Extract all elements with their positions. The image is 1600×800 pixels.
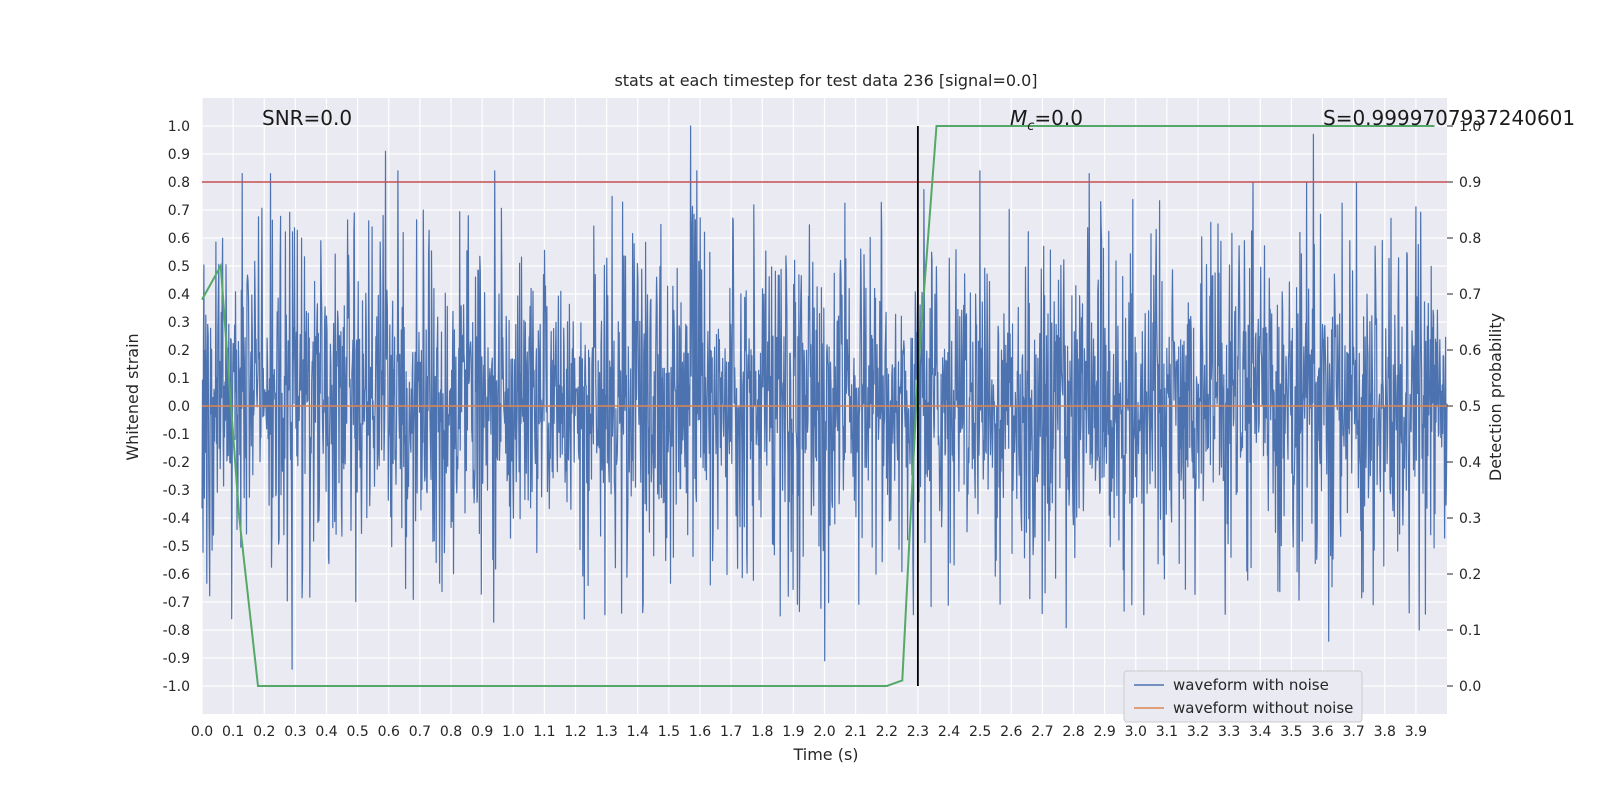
y-tick-label: -0.8	[163, 623, 190, 639]
x-tick-label: 0.9	[471, 724, 493, 740]
y-tick-label: 0.8	[168, 175, 190, 191]
x-tick-label: 3.9	[1405, 724, 1427, 740]
x-tick-label: 2.2	[876, 724, 898, 740]
x-tick-label: 2.1	[844, 724, 866, 740]
x-tick-label: 0.1	[222, 724, 244, 740]
x-tick-label: 3.6	[1311, 724, 1333, 740]
axis-ticks: 0.0 0.1 0.2 0.3 0.4 0.5 0.6 0.7 0.8 0.9 1.0 1.1 1.2 1…	[163, 119, 1482, 740]
y-tick-label: -0.9	[163, 651, 190, 667]
x-tick-label: 2.3	[907, 724, 929, 740]
x-tick-label: 1.9	[782, 724, 804, 740]
y-tick-label: -0.7	[163, 595, 190, 611]
x-tick-label: 3.5	[1280, 724, 1302, 740]
y2-tick-label: 0.6	[1459, 343, 1481, 359]
x-tick-label: 0.6	[378, 724, 400, 740]
y2-axis-label: Detection probability	[1486, 313, 1505, 481]
x-tick-label: 3.2	[1187, 724, 1209, 740]
x-tick-label: 0.7	[409, 724, 431, 740]
y-tick-label: 0.5	[168, 259, 190, 275]
y2-tick-label: 0.7	[1459, 287, 1481, 303]
x-tick-label: 2.7	[1031, 724, 1053, 740]
x-tick-label: 0.5	[346, 724, 368, 740]
x-tick-label: 3.0	[1125, 724, 1147, 740]
y2-tick-label: 1.0	[1459, 119, 1481, 135]
y-tick-label: 0.9	[168, 147, 190, 163]
y-tick-label: 0.1	[168, 371, 190, 387]
y-tick-label: -0.3	[163, 483, 190, 499]
y-tick-label: -0.4	[163, 511, 190, 527]
y2-tick-label: 0.4	[1459, 455, 1481, 471]
y-tick-label: 0.4	[168, 287, 190, 303]
y2-tick-label: 0.5	[1459, 399, 1481, 415]
x-tick-label: 0.0	[191, 724, 213, 740]
x-tick-label: 1.8	[751, 724, 773, 740]
x-tick-label: 3.1	[1156, 724, 1178, 740]
x-tick-label: 2.6	[1000, 724, 1022, 740]
detection-probability-line	[201, 125, 1435, 687]
x-tick-label: 1.2	[564, 724, 586, 740]
y-tick-label: -0.5	[163, 539, 190, 555]
y2-tick-label: 0.2	[1459, 567, 1481, 583]
x-tick-label: 1.3	[595, 724, 617, 740]
y2-tick-label: 0.9	[1459, 175, 1481, 191]
y-tick-label: 0.6	[168, 231, 190, 247]
x-tick-label: 2.9	[1093, 724, 1115, 740]
y-tick-label: 0.0	[168, 399, 190, 415]
x-tick-label: 3.8	[1374, 724, 1396, 740]
legend-label-clean: waveform without noise	[1173, 699, 1353, 717]
x-tick-label: 3.3	[1218, 724, 1240, 740]
x-tick-label: 0.3	[284, 724, 306, 740]
y-tick-label: -1.0	[163, 679, 190, 695]
x-tick-label: 1.1	[533, 724, 555, 740]
x-tick-label: 2.8	[1062, 724, 1084, 740]
x-tick-label: 1.4	[627, 724, 649, 740]
y-tick-label: 0.2	[168, 343, 190, 359]
x-tick-label: 1.0	[502, 724, 524, 740]
x-tick-label: 0.4	[315, 724, 337, 740]
y-tick-label: 1.0	[168, 119, 190, 135]
annotation-score: S=0.9999707937240601	[1323, 106, 1575, 130]
annotation-snr: SNR=0.0	[262, 106, 352, 130]
legend: waveform with noise waveform without noi…	[1123, 670, 1363, 723]
x-tick-label: 1.5	[658, 724, 680, 740]
x-tick-label: 0.8	[440, 724, 462, 740]
y2-tick-label: 0.0	[1459, 679, 1481, 695]
x-tick-label: 2.4	[938, 724, 960, 740]
chart-title: stats at each timestep for test data 236…	[614, 71, 1037, 90]
x-tick-label: 1.6	[689, 724, 711, 740]
series-waveform-with-noise	[201, 125, 1448, 670]
x-tick-label: 0.2	[253, 724, 275, 740]
y-axis-label: Whitened strain	[123, 333, 142, 460]
y2-tick-label: 0.3	[1459, 511, 1481, 527]
x-axis-label: Time (s)	[792, 745, 858, 764]
y-tick-label: -0.2	[163, 455, 190, 471]
y-tick-label: 0.3	[168, 315, 190, 331]
y-tick-label: 0.7	[168, 203, 190, 219]
y-tick-label: -0.6	[163, 567, 190, 583]
chart-marks	[201, 125, 1447, 687]
x-tick-label: 2.0	[813, 724, 835, 740]
y-tick-label: -0.1	[163, 427, 190, 443]
legend-label-noise: waveform with noise	[1173, 676, 1329, 694]
x-tick-label: 3.7	[1342, 724, 1364, 740]
y2-tick-label: 0.8	[1459, 231, 1481, 247]
noise-waveform-line	[201, 125, 1448, 670]
y2-tick-label: 0.1	[1459, 623, 1481, 639]
x-tick-label: 3.4	[1249, 724, 1271, 740]
annotation-mc: Mc=0.0	[1010, 106, 1083, 134]
x-tick-label: 1.7	[720, 724, 742, 740]
x-tick-label: 2.5	[969, 724, 991, 740]
